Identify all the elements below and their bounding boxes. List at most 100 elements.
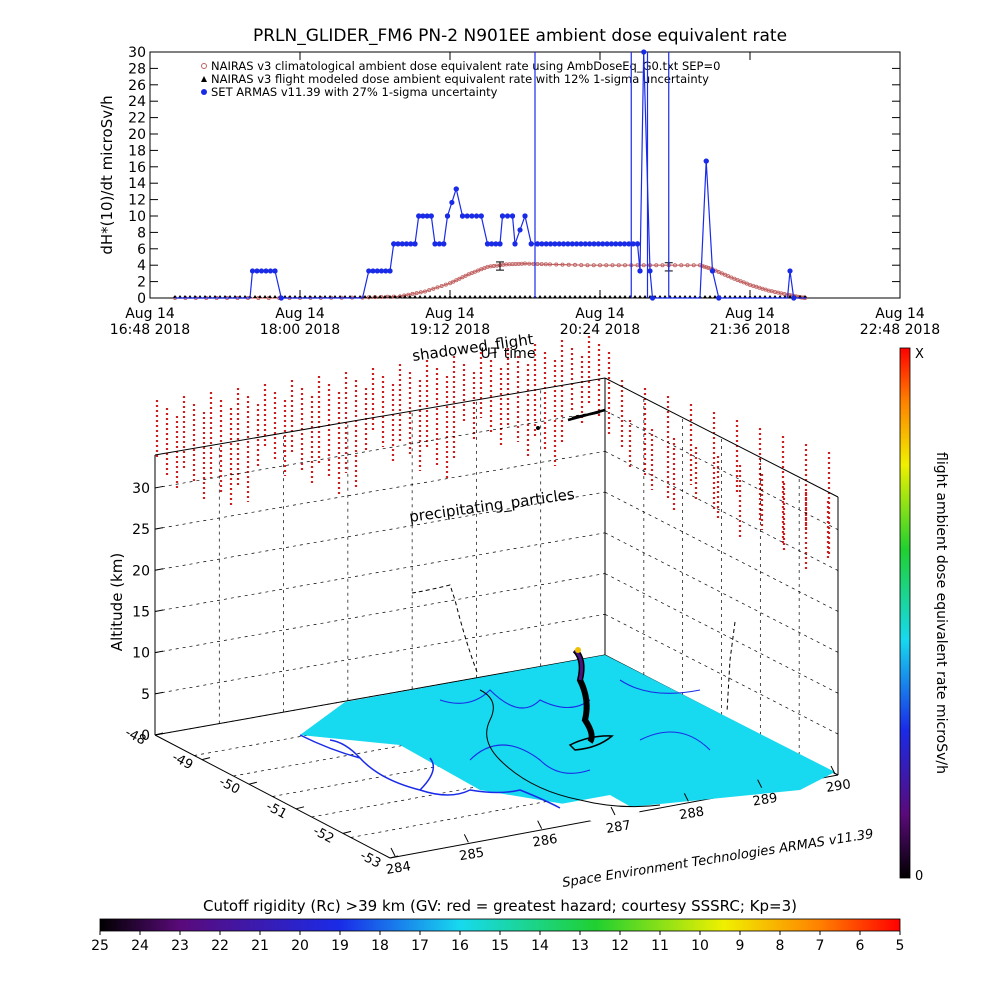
point-red [543,262,548,267]
point-black [483,295,487,298]
point-red [554,262,559,267]
alt-tick-mark [154,568,164,571]
point-blue [574,241,580,247]
alt-tick-mark [154,609,164,612]
point-black [713,295,717,298]
y-tick-label: 22 [128,111,146,127]
point-blue [272,268,278,274]
rigidity-label: Cutoff rigidity (Rc) >39 km (GV: red = g… [203,897,797,915]
point-black [468,295,472,298]
point-black [208,295,212,298]
series-line-red [175,262,807,299]
point-blue [630,241,636,247]
lon-tick-mark [757,779,763,788]
point-black [663,295,667,298]
point-red [610,263,615,268]
point-black [488,295,492,298]
point-red [579,263,584,268]
alt-tick-label: 5 [141,687,150,703]
rigidity-tick-label: 9 [736,938,745,954]
alt-tick-mark [154,691,164,695]
point-blue [436,241,442,247]
point-blue [416,213,422,219]
point-blue [716,295,722,301]
point-black [218,295,222,298]
point-black [773,295,777,298]
point-red [527,261,532,266]
point-black [463,295,467,298]
point-blue [582,241,588,247]
y-tick-label: 8 [137,225,146,241]
legend-item-nairas-climatological: NAIRAS v3 climatological ambient dose eq… [201,59,720,73]
lat-tick-mark [201,757,211,761]
point-black [638,295,642,298]
rigidity-tick-label: 17 [411,938,429,954]
lon-tick-label: 289 [752,791,779,810]
point-red [447,281,452,286]
point-black [743,295,747,298]
point-red [451,279,456,284]
point-blue [647,268,653,274]
point-red [431,286,436,291]
point-black [403,295,407,298]
point-black [178,295,182,298]
point-blue [649,295,656,301]
point-black [343,295,347,298]
point-blue [556,241,562,247]
alt-tick-label: 30 [132,481,150,497]
point-black [238,295,242,298]
legend-marker-red [201,63,207,69]
point-red [719,271,724,276]
point-black [323,295,327,298]
point-black [738,295,742,298]
legend-label-2: SET ARMAS v11.39 with 27% 1-sigma uncert… [211,85,498,99]
x-tick-label-time: 21:36 2018 [710,322,790,338]
alt-tick-label: 25 [132,522,150,538]
rigidity-gradient [99,918,901,932]
point-red [414,291,419,296]
y-tick-label: 0 [137,291,146,307]
point-black [458,295,462,298]
point-blue [591,241,597,247]
point-black [798,295,802,298]
dose-colorbar-label: flight ambient dose equivalent rate micr… [933,452,949,774]
point-red [716,270,721,275]
point-black [193,295,197,298]
point-black [703,295,707,298]
lat-tick-mark [295,806,305,810]
point-red [418,290,423,295]
point-black [268,295,272,298]
point-red [679,263,684,268]
point-red [641,263,646,268]
point-red [660,263,665,268]
point-blue [403,241,410,247]
point-blue [565,241,571,247]
point-blue [637,268,643,274]
x-tick-label-time: 19:12 2018 [410,322,490,338]
point-black [293,295,297,298]
point-black [728,295,732,298]
point-black [578,295,582,298]
point-black [308,295,312,298]
point-black [203,295,207,298]
point-blue [424,213,430,219]
point-black [228,295,232,298]
point-blue [469,213,475,219]
point-black [383,295,387,298]
point-blue [709,268,716,274]
point-blue [464,213,470,219]
flight-track-dot [536,426,540,430]
lon-tick-label: 290 [825,777,852,796]
point-black [788,295,792,298]
point-black [608,295,612,298]
y-tick-label: 18 [128,143,146,159]
point-red [454,278,459,283]
point-black [758,295,762,298]
point-blue [600,241,606,247]
x-tick-label-time: 18:00 2018 [260,322,340,338]
point-black [428,295,432,298]
rigidity-tick-label: 22 [211,938,229,954]
point-blue [641,49,647,55]
x-tick-label-day: Aug 14 [575,306,625,322]
point-black [223,295,227,298]
